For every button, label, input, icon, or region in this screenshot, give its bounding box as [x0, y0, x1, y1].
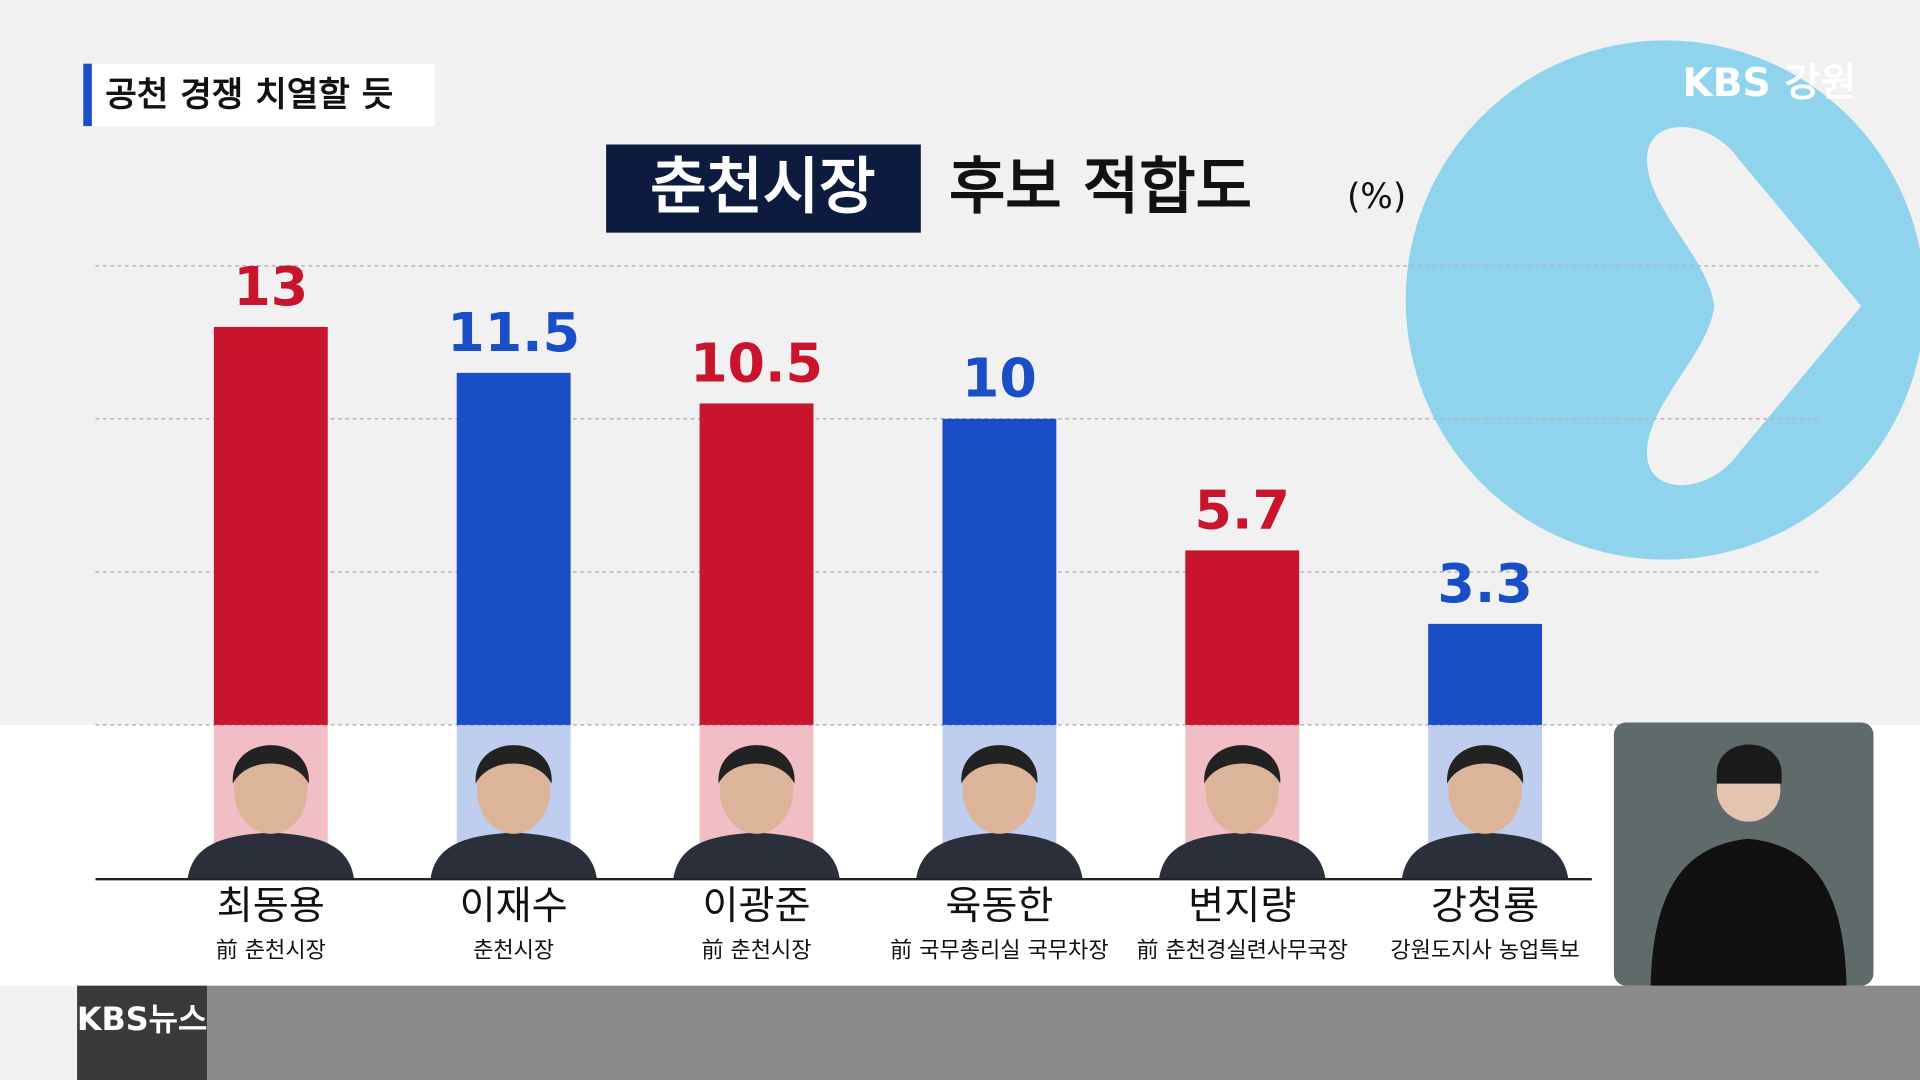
x-tick-label: 변지량 [1188, 884, 1296, 929]
badge: 공천 경쟁 치열할 듯 [105, 75, 393, 115]
bar [1428, 623, 1543, 725]
badge-box [83, 63, 435, 127]
candidate-description: 前 춘천시장 [701, 938, 811, 963]
photo-body [187, 832, 355, 880]
decor-heart [1646, 127, 1862, 486]
candidate-description: 前 춘천경실련사무국장 [1137, 938, 1348, 963]
bar [942, 418, 1057, 725]
photo-hair [232, 745, 309, 784]
candidate-description: 춘천시장 [473, 938, 554, 963]
photo-hair [1204, 745, 1281, 784]
photo-face [476, 745, 551, 834]
photo-body [673, 832, 840, 880]
interpreter-body [1650, 838, 1847, 986]
footer-logo: KBS뉴스 [77, 1000, 207, 1038]
photo-face [719, 745, 794, 834]
x-tick-label: 육동한 [945, 884, 1053, 929]
bar [213, 326, 328, 725]
photo-hair [718, 745, 795, 784]
candidate-description: 前 춘천시장 [216, 938, 326, 963]
bar [699, 403, 814, 725]
photo-face [234, 745, 308, 834]
decor-circle [1405, 40, 1920, 560]
logo: KBS 강원 [1682, 61, 1856, 106]
footer-bar [77, 985, 1920, 1080]
title-highlight-box [606, 144, 921, 233]
unit: (%) [1347, 177, 1406, 217]
value-label: 11.5 [447, 301, 580, 364]
value-label: 5.7 [1195, 478, 1290, 541]
title-highlight: 춘천시장 [650, 152, 875, 223]
photo-face [1448, 745, 1522, 834]
footer-logo-box [77, 985, 207, 1080]
value-label: 13 [233, 255, 308, 318]
photo-hair [475, 745, 552, 784]
x-tick-label: 이광준 [702, 884, 810, 929]
value-label: 10.5 [690, 331, 823, 394]
photo-face [962, 745, 1037, 834]
x-tick-label: 이재수 [460, 884, 568, 929]
photo-hair [1447, 745, 1524, 784]
bar [1185, 550, 1300, 725]
candidate-description: 강원도지사 농업특보 [1390, 938, 1579, 963]
candidate-description: 前 국무총리실 국무차장 [890, 938, 1108, 963]
photo-body [1158, 832, 1326, 880]
x-tick-label: 강청룡 [1431, 884, 1539, 929]
bar [456, 372, 571, 725]
photo-body [1401, 832, 1569, 880]
photo-body [430, 832, 597, 880]
photo-hair [961, 745, 1038, 784]
photo-body [916, 832, 1083, 880]
interpreter-hair [1716, 744, 1782, 784]
badge-accent [83, 63, 92, 127]
photo-face [1205, 745, 1279, 834]
x-tick-label: 최동용 [217, 884, 325, 929]
value-label: 3.3 [1437, 552, 1532, 615]
chart-title: 후보 적합도 [949, 152, 1252, 223]
value-label: 10 [962, 347, 1037, 410]
